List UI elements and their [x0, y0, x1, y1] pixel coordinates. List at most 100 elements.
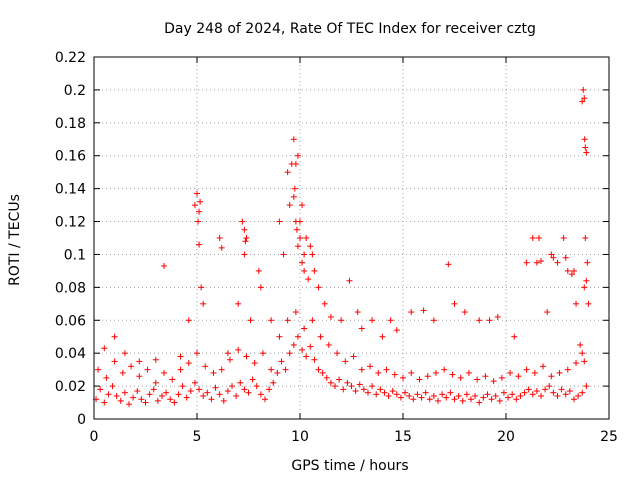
- data-point: [360, 386, 367, 393]
- data-point: [130, 394, 137, 401]
- data-point: [507, 369, 514, 376]
- data-point: [220, 397, 227, 404]
- data-point: [327, 379, 334, 386]
- x-tick-label: 15: [394, 429, 412, 445]
- data-point: [332, 383, 339, 390]
- data-point: [243, 235, 250, 241]
- data-point: [494, 313, 501, 320]
- data-point: [126, 401, 133, 408]
- data-point: [253, 383, 260, 390]
- data-point: [387, 317, 394, 324]
- data-point: [584, 259, 591, 266]
- y-tick-label: 0.02: [55, 379, 86, 395]
- data-point: [529, 235, 536, 241]
- data-point: [210, 369, 217, 376]
- data-point: [303, 353, 310, 360]
- data-point: [540, 363, 547, 370]
- y-tick-label: 0.08: [55, 280, 86, 296]
- data-point: [550, 254, 557, 261]
- data-point: [101, 399, 108, 406]
- y-tick-labels: 0 0.02 0.04 0.06 0.08 0.1 0.12 0.14 0.16 0.18 0.2 0…: [55, 50, 86, 428]
- data-point: [430, 392, 437, 399]
- data-point: [301, 267, 308, 274]
- data-point: [280, 251, 287, 258]
- data-point: [257, 391, 264, 398]
- data-point: [402, 389, 409, 396]
- data-point: [276, 333, 283, 340]
- data-point: [445, 261, 452, 268]
- data-point: [266, 386, 273, 393]
- data-point: [185, 360, 192, 367]
- data-point: [293, 226, 300, 233]
- data-point: [134, 388, 141, 395]
- data-point: [194, 350, 200, 357]
- data-point: [319, 369, 326, 376]
- data-point: [305, 276, 312, 283]
- y-tick-label: 0.1: [64, 247, 86, 263]
- data-point: [581, 358, 588, 365]
- data-point: [251, 360, 258, 367]
- data-point: [292, 309, 299, 316]
- data-point: [97, 386, 104, 393]
- data-point: [136, 358, 143, 365]
- data-point: [523, 259, 530, 266]
- data-point: [274, 369, 281, 376]
- data-point: [513, 396, 520, 403]
- data-point: [299, 259, 306, 266]
- y-tick-label: 0.04: [55, 346, 86, 362]
- data-point: [467, 396, 474, 403]
- data-point: [476, 317, 483, 324]
- data-point: [237, 379, 244, 386]
- data-point: [338, 317, 345, 324]
- x-tick-label: 0: [90, 429, 99, 445]
- data-point: [535, 235, 542, 241]
- data-point: [291, 185, 298, 192]
- data-point: [290, 193, 297, 200]
- data-point: [152, 379, 159, 386]
- data-point: [249, 376, 256, 383]
- data-point: [500, 389, 507, 396]
- data-point: [393, 327, 400, 334]
- data-point: [443, 394, 450, 401]
- y-axis-title: ROTI / TECUs: [7, 194, 23, 286]
- data-point: [410, 396, 417, 403]
- data-point: [243, 353, 250, 360]
- data-point: [562, 391, 569, 398]
- data-point: [111, 358, 118, 365]
- data-point: [121, 389, 128, 396]
- data-point: [449, 371, 456, 378]
- data-point: [218, 366, 225, 373]
- data-point: [167, 396, 174, 403]
- data-point: [146, 391, 153, 398]
- data-point: [538, 392, 545, 399]
- data-point: [581, 136, 588, 143]
- data-point: [581, 95, 588, 102]
- data-point: [459, 397, 466, 404]
- data-point: [439, 391, 446, 398]
- data-point: [383, 366, 390, 373]
- data-point: [196, 241, 203, 248]
- x-tick-labels: 0 5 10 15 20 25: [90, 429, 618, 445]
- data-point: [533, 259, 540, 266]
- y-tick-label: 0.2: [64, 83, 86, 99]
- data-point: [391, 371, 398, 378]
- data-point: [496, 397, 503, 404]
- data-point: [216, 235, 223, 241]
- data-point: [200, 392, 207, 399]
- data-point: [538, 258, 545, 265]
- data-point: [212, 384, 219, 391]
- data-point: [432, 369, 439, 376]
- data-point: [158, 392, 165, 399]
- data-point: [257, 284, 264, 291]
- data-point: [441, 366, 448, 373]
- data-point: [548, 373, 555, 380]
- data-point: [226, 356, 233, 363]
- data-point: [560, 235, 567, 241]
- data-point: [585, 300, 592, 307]
- data-point: [564, 366, 571, 373]
- data-point: [171, 399, 178, 406]
- data-point: [558, 386, 565, 393]
- data-point: [521, 389, 528, 396]
- data-point: [420, 307, 427, 314]
